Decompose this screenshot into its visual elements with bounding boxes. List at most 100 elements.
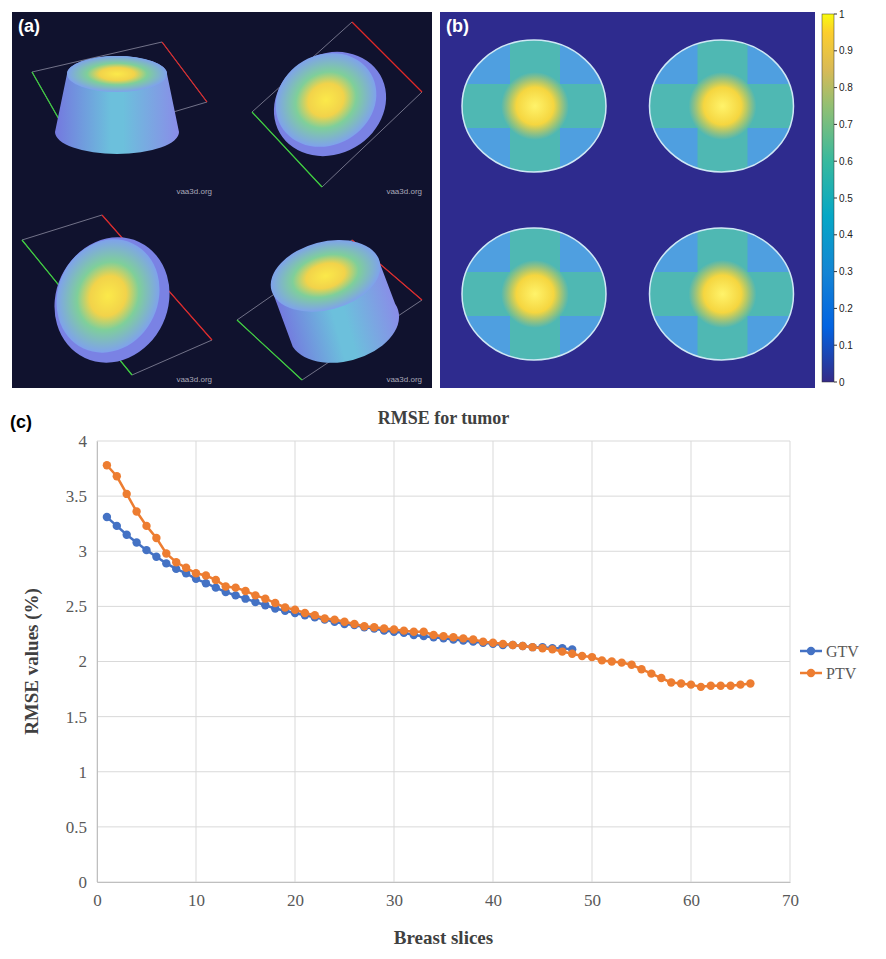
colorbar-tick xyxy=(834,87,837,88)
panel-a: vaa3d.org vaa3d.org vaa3d.org vaa3d.org xyxy=(12,12,432,388)
series-point xyxy=(717,682,725,690)
series-point xyxy=(261,594,269,602)
series-point xyxy=(380,624,388,632)
slice-fill xyxy=(628,200,816,388)
series-point xyxy=(192,569,200,577)
series-point xyxy=(281,603,289,611)
colorbar-tick-label: 0.1 xyxy=(839,340,853,351)
series-point xyxy=(350,620,358,628)
series-point xyxy=(410,628,418,636)
tick-label: 0 xyxy=(79,873,88,892)
tick: 0 xyxy=(79,873,98,892)
series-point xyxy=(637,665,645,673)
series-point xyxy=(132,507,140,515)
tick: 3.5 xyxy=(66,487,97,506)
colorbar-tick-label: 0.4 xyxy=(839,229,853,240)
tick: 4 xyxy=(79,432,98,451)
series-point xyxy=(103,513,111,521)
tick-label: 10 xyxy=(188,891,205,910)
panel-b xyxy=(440,12,816,388)
colorbar-tick xyxy=(834,14,837,15)
series-point xyxy=(489,639,497,647)
grid-line xyxy=(97,661,790,662)
series-point xyxy=(340,618,348,626)
axis-line xyxy=(97,442,98,883)
tick-label: 2.5 xyxy=(66,597,87,616)
series-point xyxy=(311,611,319,619)
watermark: vaa3d.org xyxy=(386,375,422,384)
series-point xyxy=(182,564,190,572)
tick-label: 50 xyxy=(584,891,601,910)
series-point xyxy=(291,605,299,613)
dose-core xyxy=(501,72,569,140)
colorbar-tick-label: 0.3 xyxy=(839,266,853,277)
colorbar-tick xyxy=(834,124,837,125)
tick: 1.5 xyxy=(66,708,97,727)
series-point xyxy=(390,625,398,633)
render-view: vaa3d.org xyxy=(22,215,212,384)
series-point xyxy=(736,680,744,688)
bounding-box xyxy=(252,22,422,187)
tick-label: 0 xyxy=(93,891,102,910)
series-point xyxy=(241,587,249,595)
plot-area xyxy=(103,461,755,691)
tick-label: 2 xyxy=(79,652,88,671)
series-point xyxy=(162,559,170,567)
series-point xyxy=(528,643,536,651)
colorbar xyxy=(822,14,834,382)
colorbar-tick-label: 0.8 xyxy=(839,82,853,93)
tick: 50 xyxy=(584,882,601,910)
volume-body xyxy=(34,218,190,381)
colorbar-tick xyxy=(834,308,837,309)
panel-background xyxy=(12,12,432,388)
tick-label: 1 xyxy=(79,763,88,782)
legend-label: PTV xyxy=(826,665,857,682)
series-point xyxy=(479,637,487,645)
panel-label: (c) xyxy=(10,412,32,432)
tick: 40 xyxy=(485,882,502,910)
slice-fill xyxy=(440,200,628,388)
slice-image xyxy=(440,200,628,388)
series-point xyxy=(667,678,675,686)
series-point xyxy=(400,626,408,634)
colorbar-tick-label: 0.9 xyxy=(839,45,853,56)
series-point xyxy=(726,682,734,690)
chart-title: RMSE for tumor xyxy=(378,408,510,428)
render-view: vaa3d.org xyxy=(32,42,212,196)
axis-line xyxy=(98,882,791,883)
grid-line xyxy=(493,441,494,882)
tick: 0.5 xyxy=(66,818,97,837)
tick: 10 xyxy=(188,882,205,910)
volume-top xyxy=(258,35,393,165)
colorbar-tick-label: 0.7 xyxy=(839,119,853,130)
series-point xyxy=(222,582,230,590)
grid-line xyxy=(97,606,790,607)
grid-line xyxy=(97,496,790,497)
volume-top xyxy=(67,56,167,92)
tick: 0 xyxy=(93,882,102,910)
panel-label: (b) xyxy=(446,16,469,36)
slice-outline xyxy=(650,228,794,360)
series-point xyxy=(202,579,210,587)
series-point xyxy=(459,634,467,642)
series-point xyxy=(212,583,220,591)
slice-fill xyxy=(440,12,628,200)
watermark: vaa3d.org xyxy=(386,187,422,196)
series-point xyxy=(251,591,259,599)
grid-line xyxy=(196,441,197,882)
series-point xyxy=(212,576,220,584)
tick: 60 xyxy=(683,882,700,910)
colorbar-tick xyxy=(834,161,837,162)
series-point xyxy=(499,640,507,648)
series-point xyxy=(707,682,715,690)
slice-image xyxy=(440,12,628,200)
grid-line xyxy=(97,826,790,827)
series-point xyxy=(449,633,457,641)
series-point xyxy=(142,522,150,530)
series-point xyxy=(231,591,239,599)
dose-core xyxy=(689,260,757,328)
colorbar-tick-label: 1 xyxy=(839,9,845,20)
series-point xyxy=(697,683,705,691)
watermark: vaa3d.org xyxy=(176,375,212,384)
grid-line xyxy=(592,441,593,882)
